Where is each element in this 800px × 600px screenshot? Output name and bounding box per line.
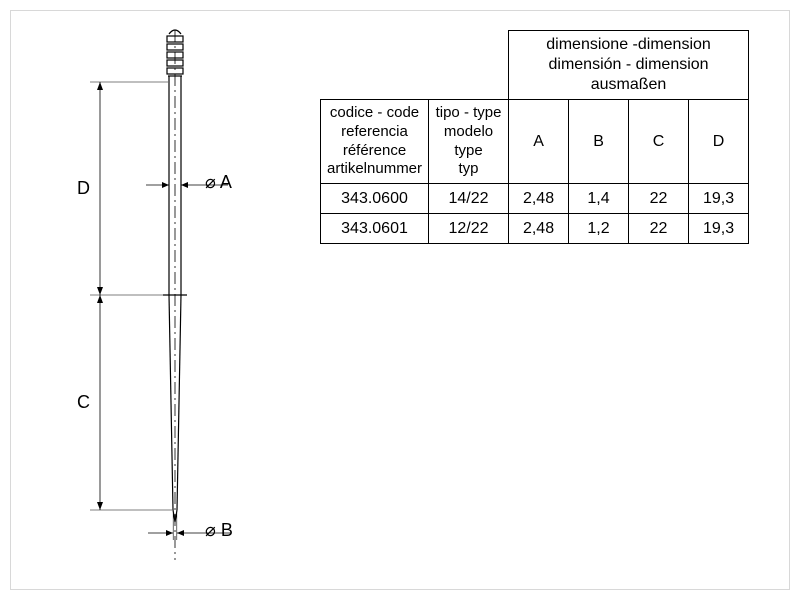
header-d: D bbox=[689, 100, 749, 184]
header-code: codice - code referencia référence artik… bbox=[321, 100, 429, 184]
cell-d: 19,3 bbox=[689, 214, 749, 244]
header-dimension-text: dimensione -dimension dimensión - dimens… bbox=[515, 35, 742, 95]
cell-type: 14/22 bbox=[429, 184, 509, 214]
technical-drawing: ⌀ A ⌀ B D C bbox=[30, 20, 290, 580]
header-code-text: codice - code referencia référence artik… bbox=[327, 104, 422, 179]
label-d: D bbox=[77, 178, 90, 199]
header-b: B bbox=[569, 100, 629, 184]
cell-c: 22 bbox=[629, 184, 689, 214]
dimension-table: dimensione -dimension dimensión - dimens… bbox=[320, 30, 749, 244]
diameter-symbol: ⌀ bbox=[205, 520, 216, 540]
header-type: tipo - type modelo type typ bbox=[429, 100, 509, 184]
cell-d: 19,3 bbox=[689, 184, 749, 214]
label-diameter-b: ⌀ B bbox=[205, 520, 233, 541]
table-header-row-2: codice - code referencia référence artik… bbox=[321, 100, 749, 184]
cell-code: 343.0600 bbox=[321, 184, 429, 214]
drawing-svg bbox=[30, 20, 290, 580]
label-b-text: B bbox=[221, 520, 233, 540]
cell-a: 2,48 bbox=[509, 184, 569, 214]
cell-type: 12/22 bbox=[429, 214, 509, 244]
cell-a: 2,48 bbox=[509, 214, 569, 244]
label-a-text: A bbox=[220, 172, 232, 192]
label-c: C bbox=[77, 392, 90, 413]
label-diameter-a: ⌀ A bbox=[205, 172, 232, 193]
table-row: 343.0601 12/22 2,48 1,2 22 19,3 bbox=[321, 214, 749, 244]
diameter-symbol: ⌀ bbox=[205, 172, 216, 192]
cell-b: 1,2 bbox=[569, 214, 629, 244]
table-row: 343.0600 14/22 2,48 1,4 22 19,3 bbox=[321, 184, 749, 214]
cell-code: 343.0601 bbox=[321, 214, 429, 244]
cell-b: 1,4 bbox=[569, 184, 629, 214]
table-header-row-1: dimensione -dimension dimensión - dimens… bbox=[321, 31, 749, 100]
cell-c: 22 bbox=[629, 214, 689, 244]
header-c: C bbox=[629, 100, 689, 184]
header-dimension-group: dimensione -dimension dimensión - dimens… bbox=[509, 31, 749, 100]
header-type-text: tipo - type modelo type typ bbox=[435, 104, 502, 179]
spec-table: dimensione -dimension dimensión - dimens… bbox=[320, 30, 749, 244]
header-a: A bbox=[509, 100, 569, 184]
